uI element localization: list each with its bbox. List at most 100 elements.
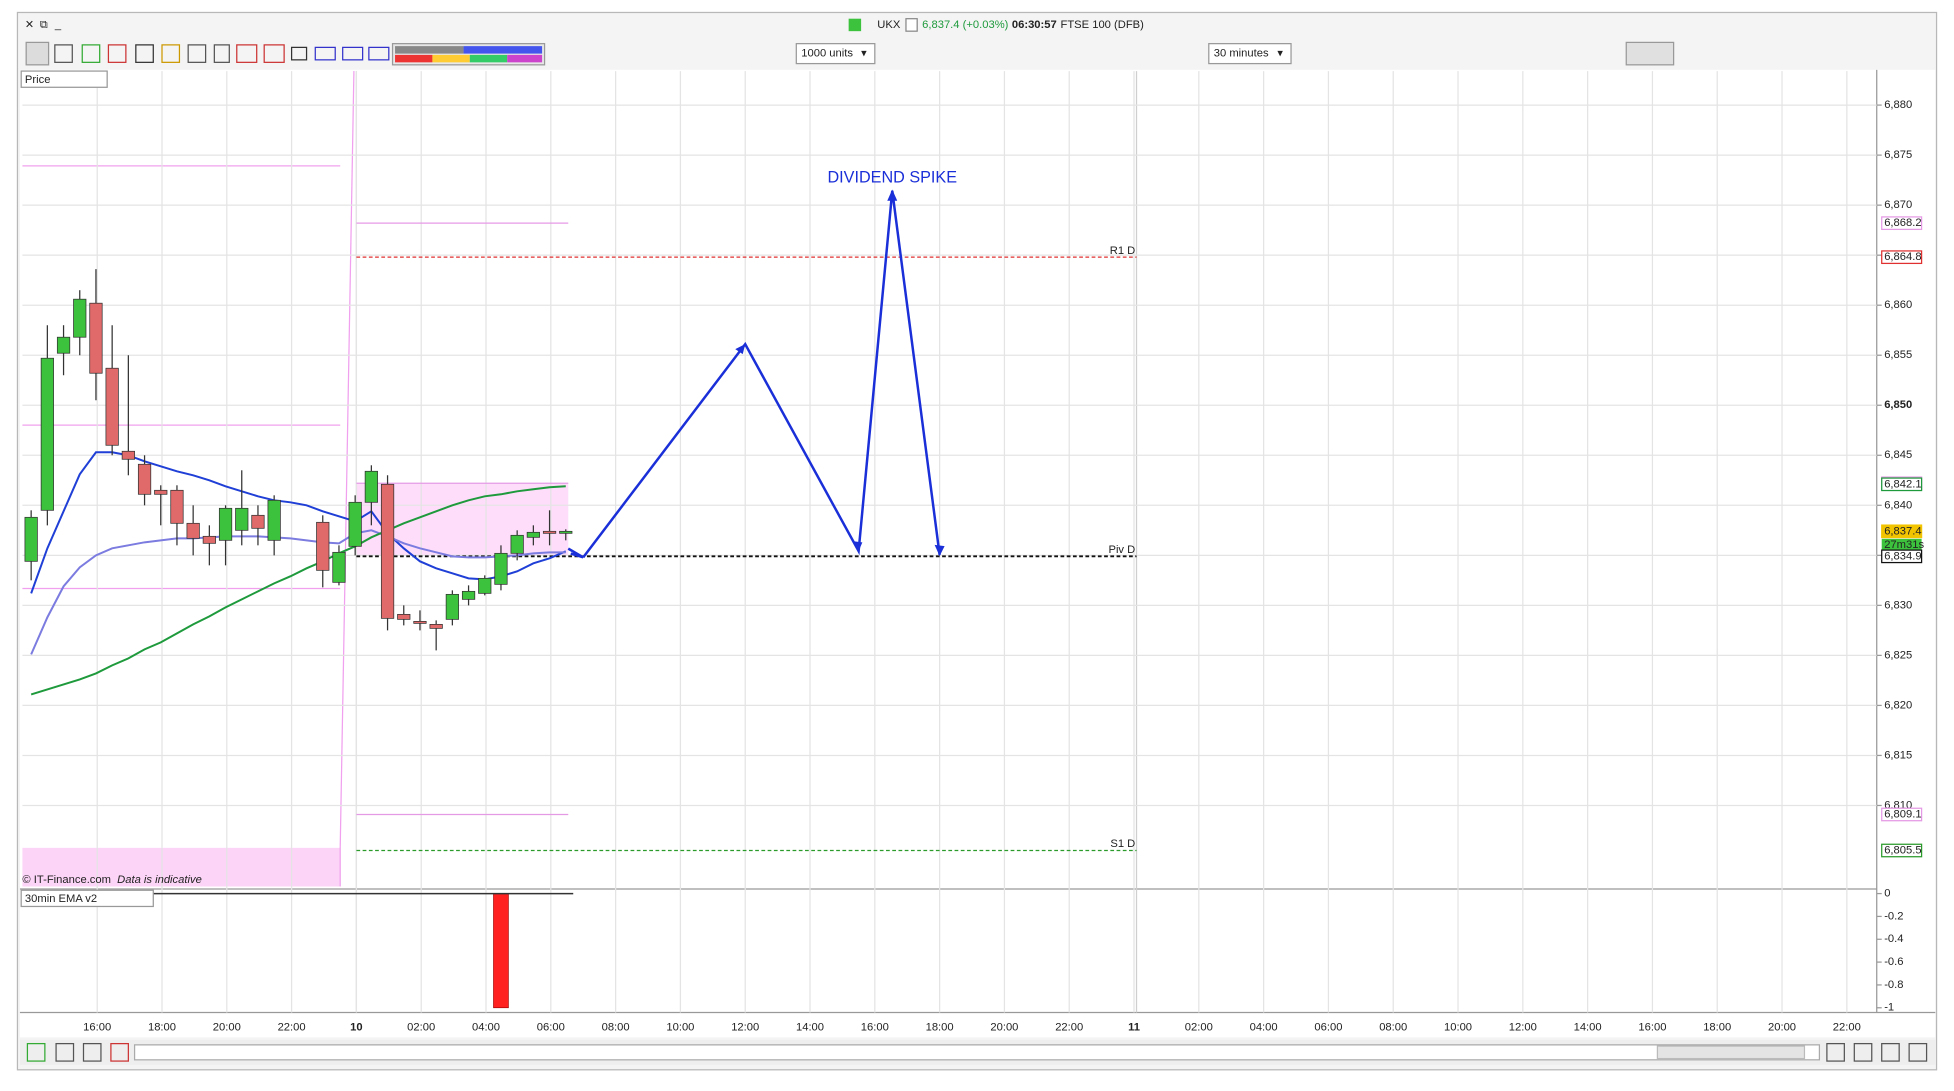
line-tool[interactable] (81, 44, 101, 63)
close-button[interactable]: ✕ (25, 19, 34, 31)
price-tag (1881, 807, 1923, 822)
x-tick-label: 02:00 (407, 1021, 435, 1033)
palette-purples[interactable] (507, 54, 543, 63)
candle-body (105, 367, 119, 446)
candle-body (510, 534, 524, 554)
candle-body (364, 470, 378, 503)
price-tag (1881, 549, 1923, 564)
candle-body (267, 499, 281, 541)
candle-body (121, 450, 135, 460)
bottom-tool[interactable] (82, 1042, 102, 1062)
countdown-tag (1881, 538, 1922, 552)
x-tick-label: 04:00 (1250, 1021, 1278, 1033)
y-tick-label: -0.8 (1884, 979, 1903, 991)
price-tag (1881, 477, 1923, 492)
arrow-head (887, 189, 898, 201)
zoom-out[interactable] (1881, 1042, 1900, 1062)
candle-body (170, 489, 184, 524)
color-palette[interactable] (391, 43, 546, 66)
interval-value[interactable]: 30 minutes (1214, 48, 1269, 60)
interval-caret[interactable]: ▾ (1277, 48, 1283, 60)
price-tag (1881, 250, 1923, 265)
bottom-tool[interactable] (26, 1042, 46, 1062)
y-tick-label: 6,870 (1884, 199, 1912, 211)
delete-tool[interactable] (213, 44, 230, 63)
arrow-head (934, 544, 945, 557)
candle-body (445, 593, 459, 620)
zoom-fit[interactable] (1826, 1042, 1845, 1062)
x-tick-label: 10 (350, 1021, 362, 1033)
text-tool[interactable] (135, 44, 154, 63)
x-tick-label: 22:00 (1055, 1021, 1083, 1033)
units-caret[interactable]: ▾ (861, 48, 867, 60)
palette-greys[interactable] (395, 46, 464, 54)
hline-tool[interactable] (342, 46, 364, 61)
chart-style-button[interactable] (1625, 41, 1675, 66)
info-icon[interactable] (905, 18, 918, 32)
bottom-tool[interactable] (110, 1042, 129, 1062)
candle-body (494, 552, 508, 585)
candle-body (56, 336, 71, 354)
y-tick-label: 6,830 (1884, 599, 1912, 611)
x-tick-label: 16:00 (1638, 1021, 1666, 1033)
ema-line (30, 485, 566, 696)
y-tick-label: 6,820 (1884, 699, 1912, 711)
x-tick-label: 14:00 (796, 1021, 824, 1033)
zoom-range[interactable] (1853, 1042, 1873, 1062)
palette-reds[interactable] (395, 54, 433, 63)
y-tick-label: -1 (1884, 1002, 1894, 1014)
scroll-thumb[interactable] (1656, 1045, 1806, 1060)
ema-line (30, 451, 567, 594)
minimize-button[interactable]: _ (54, 19, 62, 31)
zoom-tool[interactable] (54, 44, 73, 63)
units-value[interactable]: 1000 units (801, 48, 853, 60)
y-tick-label: 0 (1884, 888, 1890, 900)
price-panel: 6,8806,8756,8706,8656,8606,8556,8506,845… (22, 71, 1924, 1033)
x-tick-label: 22:00 (278, 1021, 306, 1033)
palette-greens[interactable] (469, 54, 508, 63)
annotation[interactable]: DIVIDEND SPIKE (828, 169, 958, 187)
interval-select[interactable] (1208, 43, 1292, 65)
candle-body (316, 521, 330, 571)
channel-tool[interactable] (263, 44, 285, 63)
candle-body (24, 516, 38, 562)
arrow-head (852, 541, 863, 552)
palette-yellows[interactable] (432, 54, 470, 63)
trend-tool[interactable] (236, 44, 258, 63)
fib-tool[interactable] (107, 44, 127, 63)
candle-body (429, 623, 443, 629)
zoom-in[interactable] (1908, 1042, 1928, 1062)
symbol[interactable]: UKX (877, 19, 901, 31)
arrow-tool[interactable] (290, 46, 308, 61)
price-tag-label: 6,809.1 (1884, 808, 1921, 820)
scrollbar[interactable] (133, 1044, 1821, 1061)
clock: 06:30:57 (1012, 19, 1057, 31)
x-tick-label: 02:00 (1185, 1021, 1213, 1033)
candle-body (202, 535, 216, 544)
disclaimer: Data is indicative (117, 874, 202, 886)
candle-body (154, 489, 168, 495)
tools-tool[interactable] (187, 44, 207, 63)
y-tick-label: -0.4 (1884, 933, 1903, 945)
palette-blues[interactable] (463, 46, 543, 54)
units-select[interactable] (795, 43, 876, 65)
shape-tool[interactable] (314, 46, 336, 61)
countdown: 27m31s (1884, 539, 1924, 551)
y-tick-label: 6,855 (1884, 349, 1912, 361)
price-panel-tab[interactable] (20, 70, 108, 88)
restore-button[interactable]: ⧉ (40, 19, 48, 31)
toolbar: 1000 units ▾ 30 minutes ▾ (25, 41, 1675, 66)
candle-body (397, 613, 411, 620)
indicator-panel-tab[interactable] (20, 889, 154, 908)
candle-body (332, 551, 346, 583)
bottom-tool[interactable] (55, 1042, 75, 1062)
pointer-tool[interactable] (25, 41, 50, 66)
alert-tool[interactable] (161, 44, 181, 63)
y-tick-label: 6,860 (1884, 299, 1912, 311)
vline-tool[interactable] (368, 46, 390, 61)
session-edge (339, 71, 355, 887)
session-shade (22, 847, 341, 887)
price-tag-label: 6,837.4 (1884, 525, 1921, 537)
price-tag (1881, 843, 1923, 858)
